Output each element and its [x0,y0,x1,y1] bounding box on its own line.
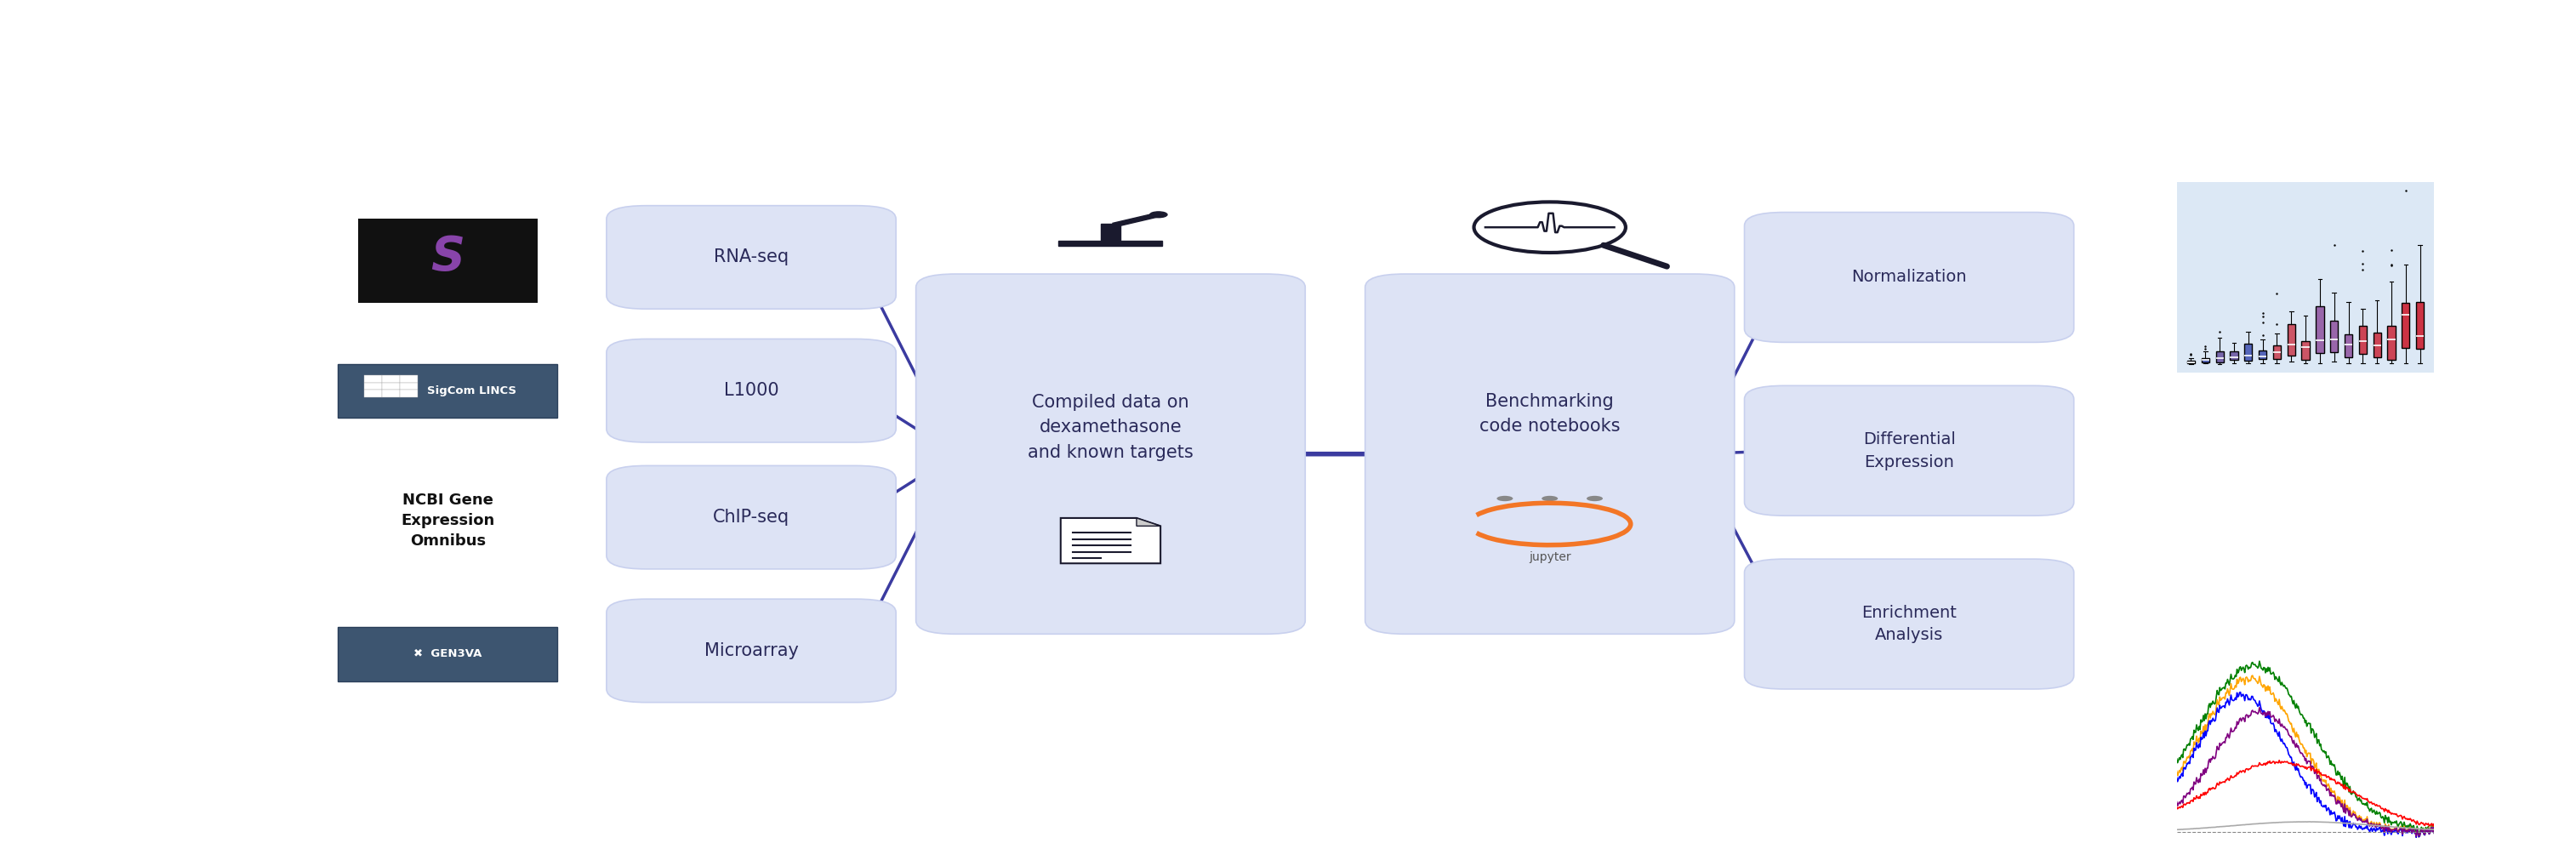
FancyBboxPatch shape [1365,274,1734,634]
Circle shape [1149,212,1167,217]
PathPatch shape [2187,361,2195,363]
Text: NCBI Gene
Expression
Omnibus: NCBI Gene Expression Omnibus [402,493,495,548]
Text: SigCom LINCS: SigCom LINCS [428,385,515,396]
FancyBboxPatch shape [605,466,896,569]
Text: Benchmarking
code notebooks: Benchmarking code notebooks [1479,393,1620,435]
Text: Normalization: Normalization [1852,269,1968,286]
PathPatch shape [2360,326,2367,354]
Text: L1000: L1000 [724,382,778,399]
FancyBboxPatch shape [399,375,417,383]
Circle shape [1473,202,1625,253]
FancyBboxPatch shape [337,627,556,682]
Circle shape [1540,496,1558,501]
FancyBboxPatch shape [605,339,896,443]
FancyBboxPatch shape [381,390,399,397]
FancyBboxPatch shape [399,383,417,390]
FancyBboxPatch shape [605,205,896,309]
Text: ✖  GEN3VA: ✖ GEN3VA [415,649,482,660]
FancyBboxPatch shape [1100,223,1121,243]
FancyBboxPatch shape [1744,212,2074,342]
FancyBboxPatch shape [917,274,1306,634]
Circle shape [1497,496,1512,501]
PathPatch shape [2215,352,2223,362]
PathPatch shape [2231,351,2239,360]
FancyBboxPatch shape [1744,559,2074,689]
PathPatch shape [2244,344,2251,360]
FancyBboxPatch shape [399,390,417,397]
FancyBboxPatch shape [381,383,399,390]
PathPatch shape [2331,321,2339,352]
PathPatch shape [2300,341,2311,360]
Polygon shape [1136,518,1162,526]
Polygon shape [1113,213,1162,226]
PathPatch shape [2388,326,2396,360]
PathPatch shape [2416,302,2424,349]
PathPatch shape [2202,359,2210,363]
Circle shape [1103,239,1118,244]
FancyBboxPatch shape [358,218,538,302]
PathPatch shape [2272,346,2280,359]
PathPatch shape [2372,333,2380,358]
FancyBboxPatch shape [337,364,556,418]
FancyBboxPatch shape [381,375,399,383]
FancyBboxPatch shape [1059,241,1162,246]
Text: Differential
Expression: Differential Expression [1862,431,1955,470]
Text: Enrichment
Analysis: Enrichment Analysis [1862,604,1958,643]
PathPatch shape [2344,334,2352,357]
Polygon shape [1061,518,1162,564]
Text: Compiled data on
dexamethasone
and known targets: Compiled data on dexamethasone and known… [1028,394,1193,461]
PathPatch shape [2287,324,2295,356]
FancyBboxPatch shape [363,390,381,397]
Text: RNA-seq: RNA-seq [714,249,788,266]
Text: Microarray: Microarray [703,643,799,659]
FancyBboxPatch shape [605,599,896,702]
PathPatch shape [2401,302,2409,348]
FancyBboxPatch shape [1744,385,2074,515]
Text: jupyter: jupyter [1528,551,1571,563]
Circle shape [1587,496,1602,501]
Text: ChIP-seq: ChIP-seq [714,509,791,526]
PathPatch shape [2316,306,2324,353]
PathPatch shape [2259,351,2267,359]
FancyBboxPatch shape [363,383,381,390]
Text: S: S [430,235,464,281]
FancyBboxPatch shape [363,375,381,383]
